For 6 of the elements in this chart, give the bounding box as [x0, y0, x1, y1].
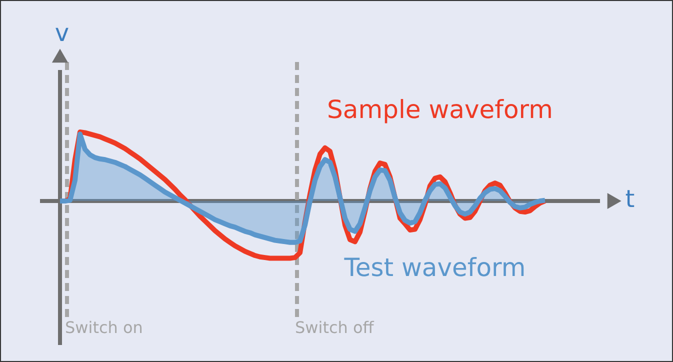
series-label: Test waveform: [343, 253, 526, 282]
y-axis-title: v: [54, 19, 70, 47]
text: Switch off: [295, 318, 375, 337]
series-label: Sample waveform: [327, 95, 553, 124]
text: Switch on: [65, 318, 143, 337]
x-axis-title: t: [625, 185, 635, 213]
